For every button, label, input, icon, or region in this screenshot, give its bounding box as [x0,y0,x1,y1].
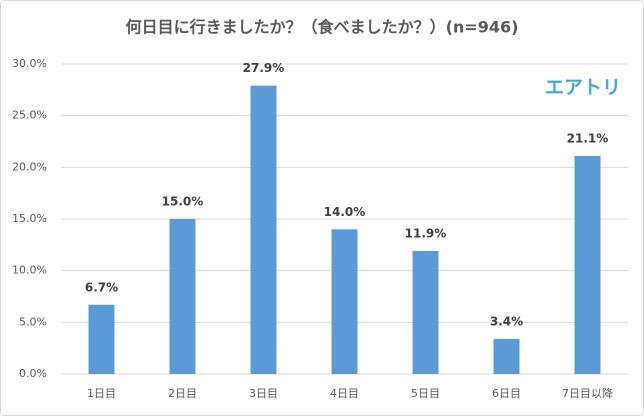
x-tick-label: 5日目 [411,387,440,400]
bar [493,338,520,374]
x-tick-label: 2日目 [168,387,197,400]
value-label: 11.9% [405,227,447,241]
bar [88,304,115,374]
y-tick-label: 5.0% [19,315,47,328]
y-tick-label: 25.0% [12,109,47,122]
y-tick-label: 10.0% [12,264,47,277]
x-tick-label: 1日目 [87,387,116,400]
bar [331,229,358,374]
bar [169,219,196,374]
bar [250,85,277,374]
y-tick-label: 30.0% [12,57,47,70]
y-tick-label: 20.0% [12,160,47,173]
bar [412,251,439,374]
value-label: 27.9% [243,61,285,75]
chart-title: 何日目に行きましたか？（食べましたか？）(n=946) [126,18,519,37]
x-tick-label: 7日目以降 [562,386,613,400]
x-tick-label: 6日目 [492,387,521,400]
value-label: 14.0% [324,205,366,219]
bar [574,155,601,374]
y-tick-label: 0.0% [19,367,47,380]
value-label: 15.0% [162,195,204,209]
value-label: 3.4% [490,314,523,328]
x-tick-label: 4日目 [330,387,359,400]
value-label: 6.7% [85,280,118,294]
x-tick-label: 3日目 [249,387,278,400]
logo: エアトリ [545,77,621,99]
y-tick-label: 15.0% [12,212,47,225]
value-label: 21.1% [567,131,609,145]
